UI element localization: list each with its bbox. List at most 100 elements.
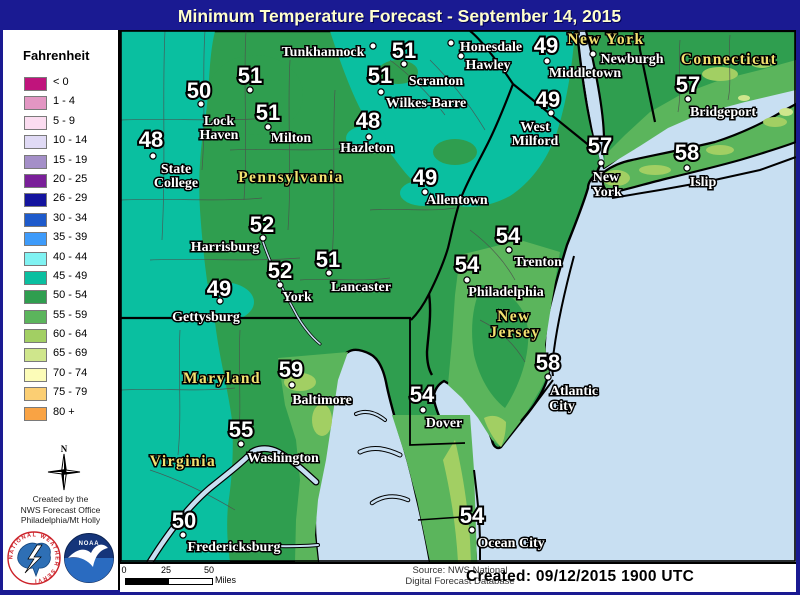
station-city-label: Washington bbox=[247, 451, 319, 466]
station-city-label: Atlantic bbox=[550, 384, 598, 399]
station-temperature: 49 bbox=[534, 33, 558, 58]
station-temperature: 51 bbox=[392, 38, 416, 63]
station-temperature: 48 bbox=[356, 108, 380, 133]
station-city-label: Hawley bbox=[465, 58, 510, 73]
legend-row: 20 - 25 bbox=[3, 171, 118, 190]
station-city-label: Fredericksburg bbox=[187, 540, 280, 555]
svg-text:NOAA: NOAA bbox=[79, 541, 100, 547]
station-temperature: 52 bbox=[268, 258, 292, 283]
state-label: Virginia bbox=[150, 453, 217, 470]
legend-range-label: 75 - 79 bbox=[53, 386, 88, 399]
legend-range-label: 10 - 14 bbox=[53, 134, 88, 147]
station-dot bbox=[505, 246, 513, 254]
created-by-text: Created by the NWS Forecast Office Phila… bbox=[20, 494, 101, 525]
station-temperature: 54 bbox=[410, 382, 435, 407]
station-dot bbox=[463, 276, 471, 284]
station-temperature: 55 bbox=[229, 417, 253, 442]
station-dot bbox=[543, 57, 551, 65]
forecast-map: Pennsylvania New York Connecticut New Jersey… bbox=[119, 29, 798, 566]
station-city-label: Ocean City bbox=[477, 536, 544, 551]
station-dot bbox=[400, 60, 408, 68]
station-city-label: Dover bbox=[426, 416, 463, 431]
county-boundaries bbox=[120, 30, 731, 511]
station-city-label: College bbox=[154, 176, 198, 191]
scale-bar-empty bbox=[168, 578, 213, 585]
barrier-islands bbox=[473, 156, 797, 560]
station-dot bbox=[259, 234, 267, 242]
legend-row: 80 + bbox=[3, 404, 118, 423]
legend-swatch bbox=[24, 387, 47, 402]
station-city-label: West bbox=[520, 120, 550, 135]
state-label: New York bbox=[567, 31, 644, 48]
station-city-label: Lancaster bbox=[331, 280, 391, 295]
station-dot bbox=[547, 109, 555, 117]
legend-range-label: 40 - 44 bbox=[53, 250, 88, 263]
legend-range-label: 50 - 54 bbox=[53, 289, 88, 302]
legend-swatch bbox=[24, 154, 47, 169]
legend-entries: < 0 1 - 4 5 - 9 10 - 14 15 - 19 20 - 25 26 - 2… bbox=[3, 74, 118, 423]
legend-row: 45 - 49 bbox=[3, 268, 118, 287]
station-temperature: 50 bbox=[172, 508, 196, 533]
station-dot bbox=[684, 95, 692, 103]
legend-swatch bbox=[24, 406, 47, 421]
station-dot bbox=[421, 188, 429, 196]
station-city-label: Milton bbox=[271, 131, 312, 146]
footer-strip: 0 25 50 Miles Source: NWS National Digit… bbox=[120, 562, 796, 592]
compass-rose-icon: N bbox=[47, 444, 81, 491]
station-dot bbox=[369, 42, 377, 50]
legend-swatch bbox=[24, 309, 47, 324]
station-city-label: Baltimore bbox=[292, 393, 352, 408]
legend-row: 26 - 29 bbox=[3, 190, 118, 209]
nws-logo-icon: NATIONAL WEATHER SERVICE bbox=[6, 527, 61, 585]
legend-range-label: 80 + bbox=[53, 405, 75, 418]
station-city-label: New bbox=[593, 170, 620, 185]
station-temperature: 50 bbox=[187, 78, 211, 103]
station-temperature: 54 bbox=[460, 503, 485, 528]
legend-range-label: < 0 bbox=[53, 76, 69, 88]
legend-row: 70 - 74 bbox=[3, 365, 118, 384]
legend-swatch bbox=[24, 232, 47, 247]
station-dot bbox=[597, 159, 605, 167]
legend-row: 30 - 34 bbox=[3, 210, 118, 229]
station-dot bbox=[683, 164, 691, 172]
station-city-label: Scranton bbox=[409, 74, 464, 89]
legend-range-label: 65 - 69 bbox=[53, 347, 88, 360]
station-city-label: Lock bbox=[204, 114, 235, 129]
rivers bbox=[146, 29, 604, 566]
station-dot bbox=[365, 133, 373, 141]
station-temperature: 51 bbox=[316, 247, 340, 272]
station-dot bbox=[149, 152, 157, 160]
legend-swatch bbox=[24, 270, 47, 285]
scale-unit: Miles bbox=[215, 575, 237, 585]
legend-range-label: 5 - 9 bbox=[53, 114, 76, 127]
station-city-label: Trenton bbox=[514, 255, 562, 270]
agency-logos: NATIONAL WEATHER SERVICE NOAA bbox=[6, 527, 114, 585]
scale-tick-0: 0 bbox=[121, 565, 127, 575]
station-temperature: 49 bbox=[536, 87, 560, 112]
legend-row: 65 - 69 bbox=[3, 345, 118, 364]
station-dot bbox=[468, 526, 476, 534]
legend-range-label: 35 - 39 bbox=[53, 231, 88, 244]
legend-range-label: 15 - 19 bbox=[53, 153, 88, 166]
station-dot bbox=[589, 50, 597, 58]
station-city-label: City bbox=[549, 399, 575, 414]
page-title: Minimum Temperature Forecast - September… bbox=[3, 3, 796, 31]
legend-swatch bbox=[24, 290, 47, 305]
state-label: Pennsylvania bbox=[238, 169, 344, 186]
coastal-ct-band bbox=[604, 60, 796, 168]
station-city-label: Allentown bbox=[426, 193, 488, 208]
legend-title: Fahrenheit bbox=[23, 48, 90, 63]
legend-panel: Fahrenheit < 0 1 - 4 5 - 9 10 - 14 15 - 19 20… bbox=[3, 30, 120, 590]
station-city-label: Gettysburg bbox=[172, 310, 240, 325]
legend-swatch bbox=[24, 329, 47, 344]
legend-row: 60 - 64 bbox=[3, 326, 118, 345]
station-city-label: Harrisburg bbox=[191, 240, 259, 255]
station-temperature: 48 bbox=[139, 127, 163, 152]
legend-range-label: 60 - 64 bbox=[53, 328, 88, 341]
legend-range-label: 70 - 74 bbox=[53, 366, 88, 379]
station-city-label: Islip bbox=[690, 175, 717, 190]
state-boundaries bbox=[121, 30, 657, 521]
